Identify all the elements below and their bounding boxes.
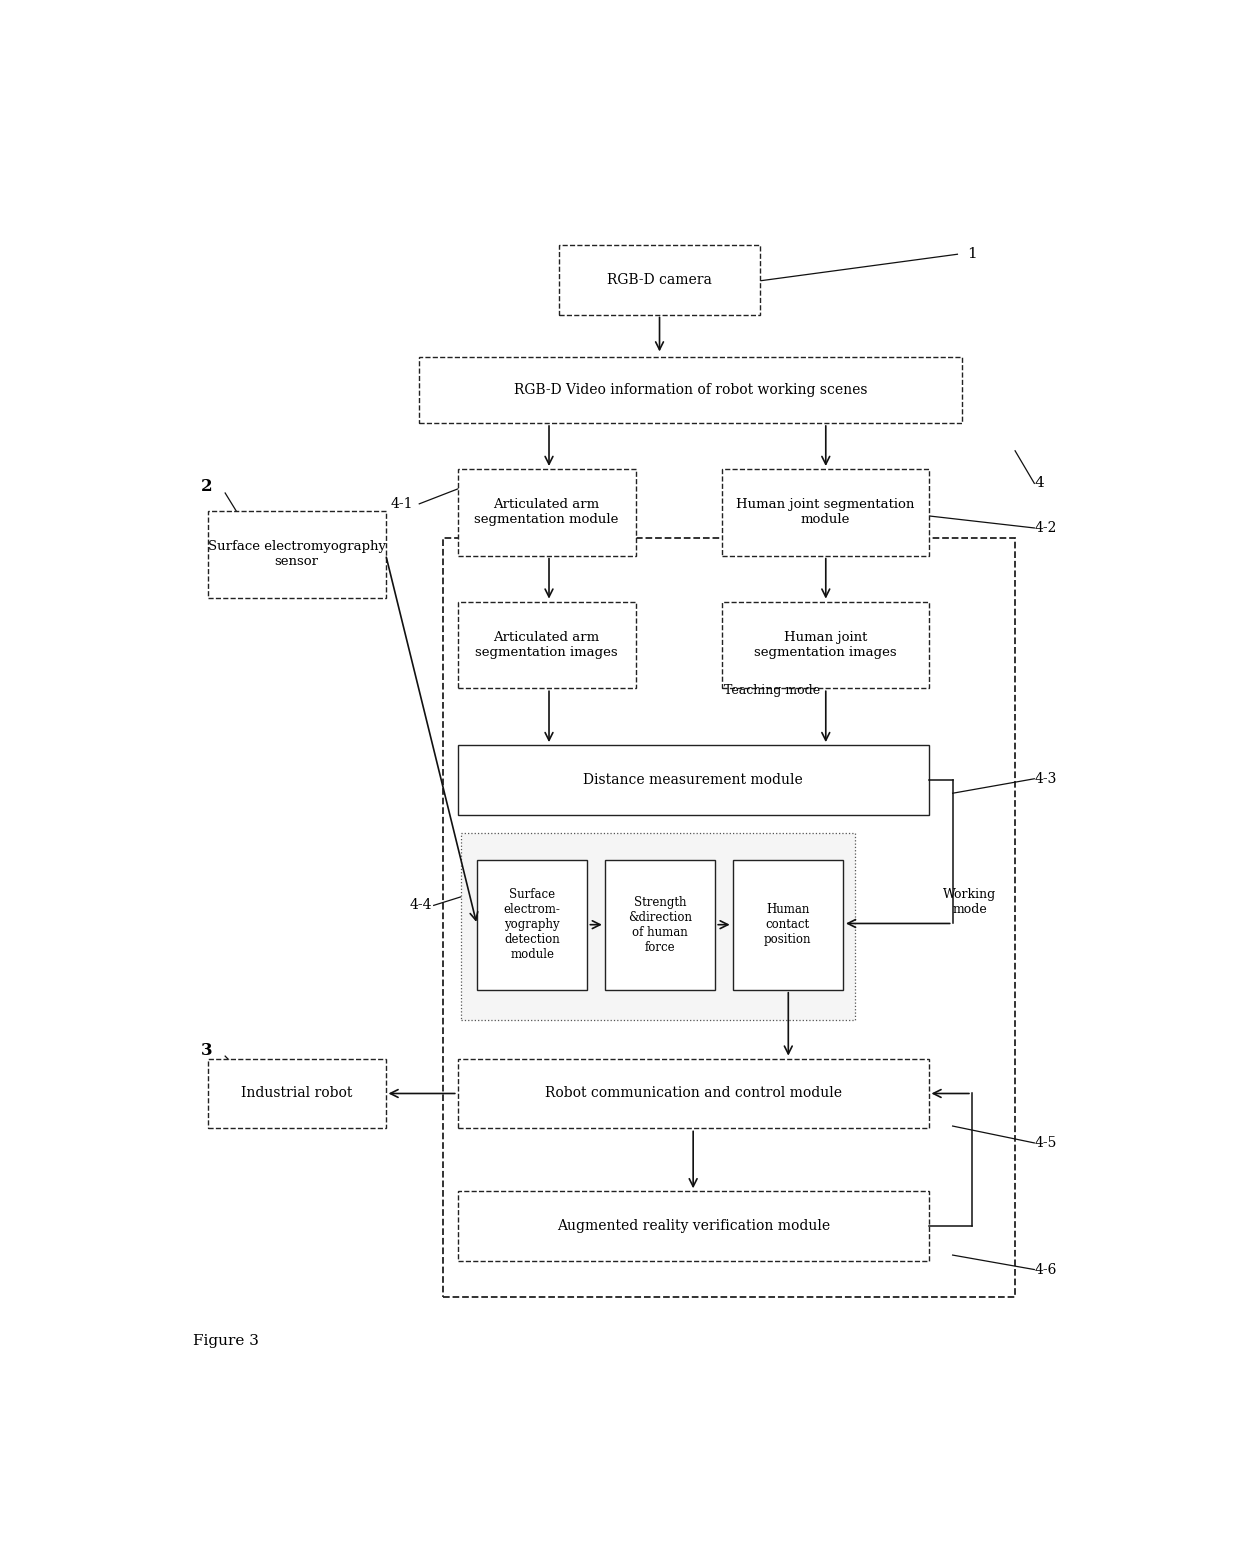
FancyBboxPatch shape: [458, 1059, 929, 1129]
Text: 4-5: 4-5: [1034, 1135, 1056, 1149]
Text: Articulated arm
segmentation module: Articulated arm segmentation module: [475, 498, 619, 526]
FancyBboxPatch shape: [458, 1192, 929, 1261]
Text: RGB-D camera: RGB-D camera: [608, 272, 712, 287]
Text: Teaching mode: Teaching mode: [724, 684, 820, 697]
Text: Industrial robot: Industrial robot: [241, 1087, 352, 1101]
Text: Surface electromyography
sensor: Surface electromyography sensor: [208, 540, 386, 568]
FancyBboxPatch shape: [722, 601, 929, 689]
Text: 4-4: 4-4: [409, 899, 433, 913]
Text: 4: 4: [1034, 476, 1044, 490]
Text: Augmented reality verification module: Augmented reality verification module: [557, 1220, 830, 1232]
Text: RGB-D Video information of robot working scenes: RGB-D Video information of robot working…: [515, 384, 868, 396]
FancyBboxPatch shape: [477, 860, 588, 990]
Text: Human joint segmentation
module: Human joint segmentation module: [737, 498, 914, 526]
FancyBboxPatch shape: [208, 1059, 386, 1129]
Text: Human
contact
position: Human contact position: [764, 904, 811, 946]
Text: Human joint
segmentation images: Human joint segmentation images: [754, 631, 897, 659]
FancyBboxPatch shape: [558, 244, 760, 315]
FancyBboxPatch shape: [419, 357, 962, 423]
Text: 1: 1: [967, 247, 977, 262]
Text: 4-2: 4-2: [1034, 521, 1056, 536]
Text: 4-1: 4-1: [391, 496, 413, 511]
FancyBboxPatch shape: [733, 860, 843, 990]
Text: 3: 3: [201, 1041, 213, 1059]
FancyBboxPatch shape: [458, 601, 635, 689]
FancyBboxPatch shape: [605, 860, 715, 990]
Text: Figure 3: Figure 3: [193, 1334, 259, 1348]
FancyBboxPatch shape: [460, 833, 854, 1019]
FancyBboxPatch shape: [208, 511, 386, 598]
Text: Strength
&direction
of human
force: Strength &direction of human force: [627, 896, 692, 954]
Text: Distance measurement module: Distance measurement module: [583, 774, 804, 788]
FancyBboxPatch shape: [458, 745, 929, 814]
Text: 4-3: 4-3: [1034, 772, 1056, 786]
Text: 4-6: 4-6: [1034, 1262, 1056, 1276]
FancyBboxPatch shape: [458, 468, 635, 556]
Text: Robot communication and control module: Robot communication and control module: [544, 1087, 842, 1101]
Text: Surface
electrom-
yography
detection
module: Surface electrom- yography detection mod…: [503, 888, 560, 962]
Text: Working
mode: Working mode: [942, 888, 996, 916]
FancyBboxPatch shape: [722, 468, 929, 556]
Text: 2: 2: [201, 479, 213, 495]
Text: Articulated arm
segmentation images: Articulated arm segmentation images: [475, 631, 618, 659]
